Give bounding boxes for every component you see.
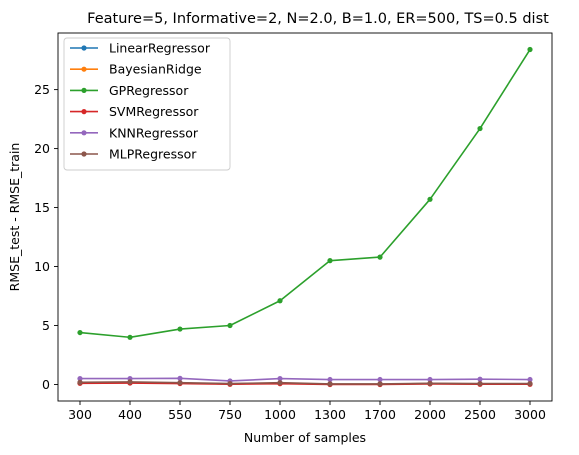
legend-swatch-marker — [81, 45, 87, 51]
data-point — [477, 125, 483, 132]
x-tick-label: 550 — [168, 407, 192, 422]
data-point — [177, 380, 183, 386]
legend-swatch-marker — [81, 66, 87, 72]
series-MLPRegressor — [77, 379, 533, 387]
legend-swatch-marker — [81, 151, 87, 157]
legend-label: SVMRegressor — [109, 104, 199, 119]
x-tick-label: 750 — [218, 407, 242, 422]
series-KNNRegressor — [77, 375, 533, 384]
legend-item: BayesianRidge — [70, 62, 202, 77]
legend-swatch-marker — [81, 87, 87, 93]
legend-item: GPRegressor — [70, 83, 189, 98]
x-tick-label: 1000 — [264, 407, 296, 422]
x-axis-ticks: 300 400 550 750 1000 1300 1700 2000 2500 3000 — [68, 401, 546, 422]
data-point — [377, 381, 383, 387]
legend-label: BayesianRidge — [109, 62, 202, 77]
y-tick-label: 20 — [34, 141, 50, 156]
series-line — [80, 377, 531, 382]
data-point — [327, 258, 333, 264]
data-point — [327, 381, 333, 387]
x-tick-label: 3000 — [514, 407, 546, 422]
x-tick-label: 1700 — [364, 407, 396, 422]
data-point — [477, 376, 483, 382]
data-point — [377, 376, 383, 383]
data-point — [427, 380, 433, 386]
data-point — [427, 196, 433, 202]
data-point — [177, 375, 183, 381]
y-tick-label: 5 — [42, 318, 50, 333]
data-point — [227, 380, 233, 387]
plot-frame — [57, 32, 553, 402]
y-axis-ticks: 0 5 10 15 20 25 — [34, 82, 58, 392]
x-tick-label: 300 — [68, 407, 92, 422]
data-point — [127, 379, 133, 385]
data-point — [527, 46, 533, 53]
x-axis-title: Number of samples — [244, 430, 366, 445]
legend-label: MLPRegressor — [109, 147, 197, 162]
legend-label: KNNRegressor — [109, 125, 199, 140]
x-tick-label: 1300 — [314, 407, 346, 422]
data-point — [527, 376, 533, 383]
y-tick-label: 10 — [34, 259, 50, 274]
data-point — [177, 326, 183, 332]
y-tick-label: 25 — [34, 82, 50, 97]
data-point — [427, 376, 433, 383]
y-tick-label: 0 — [42, 377, 50, 392]
series-GPRegressor — [77, 46, 533, 340]
data-point — [377, 254, 383, 260]
legend-swatch-marker — [81, 109, 87, 115]
legend-item: KNNRegressor — [70, 125, 199, 140]
series-line — [79, 49, 531, 339]
data-point — [227, 322, 233, 329]
data-point — [77, 375, 83, 382]
series-line — [79, 381, 530, 385]
legend-frame — [63, 37, 231, 171]
series-layer — [77, 46, 533, 388]
data-point — [327, 376, 333, 383]
data-point — [77, 379, 83, 385]
chart-title: Feature=5, Informative=2, N=2.0, B=1.0, … — [87, 11, 549, 27]
x-tick-label: 2000 — [414, 407, 446, 422]
data-point — [277, 298, 283, 304]
x-tick-label: 400 — [118, 407, 142, 422]
y-axis-title: RMSE_test - RMSE_train — [7, 143, 22, 292]
data-point — [527, 380, 533, 387]
legend: LinearRegressor BayesianRidge GPRegressor S… — [63, 37, 231, 171]
legend-item: LinearRegressor — [70, 41, 211, 56]
legend-swatch-marker — [81, 130, 87, 136]
data-point — [277, 375, 283, 382]
data-point — [277, 380, 283, 386]
legend-label: GPRegressor — [109, 83, 189, 98]
data-point — [77, 329, 83, 336]
y-tick-label: 15 — [34, 200, 50, 215]
x-tick-label: 2500 — [464, 407, 496, 422]
legend-label: LinearRegressor — [109, 41, 211, 56]
legend-item: MLPRegressor — [70, 147, 197, 162]
legend-item: SVMRegressor — [70, 104, 199, 119]
data-point — [477, 380, 483, 387]
data-point — [127, 334, 133, 340]
